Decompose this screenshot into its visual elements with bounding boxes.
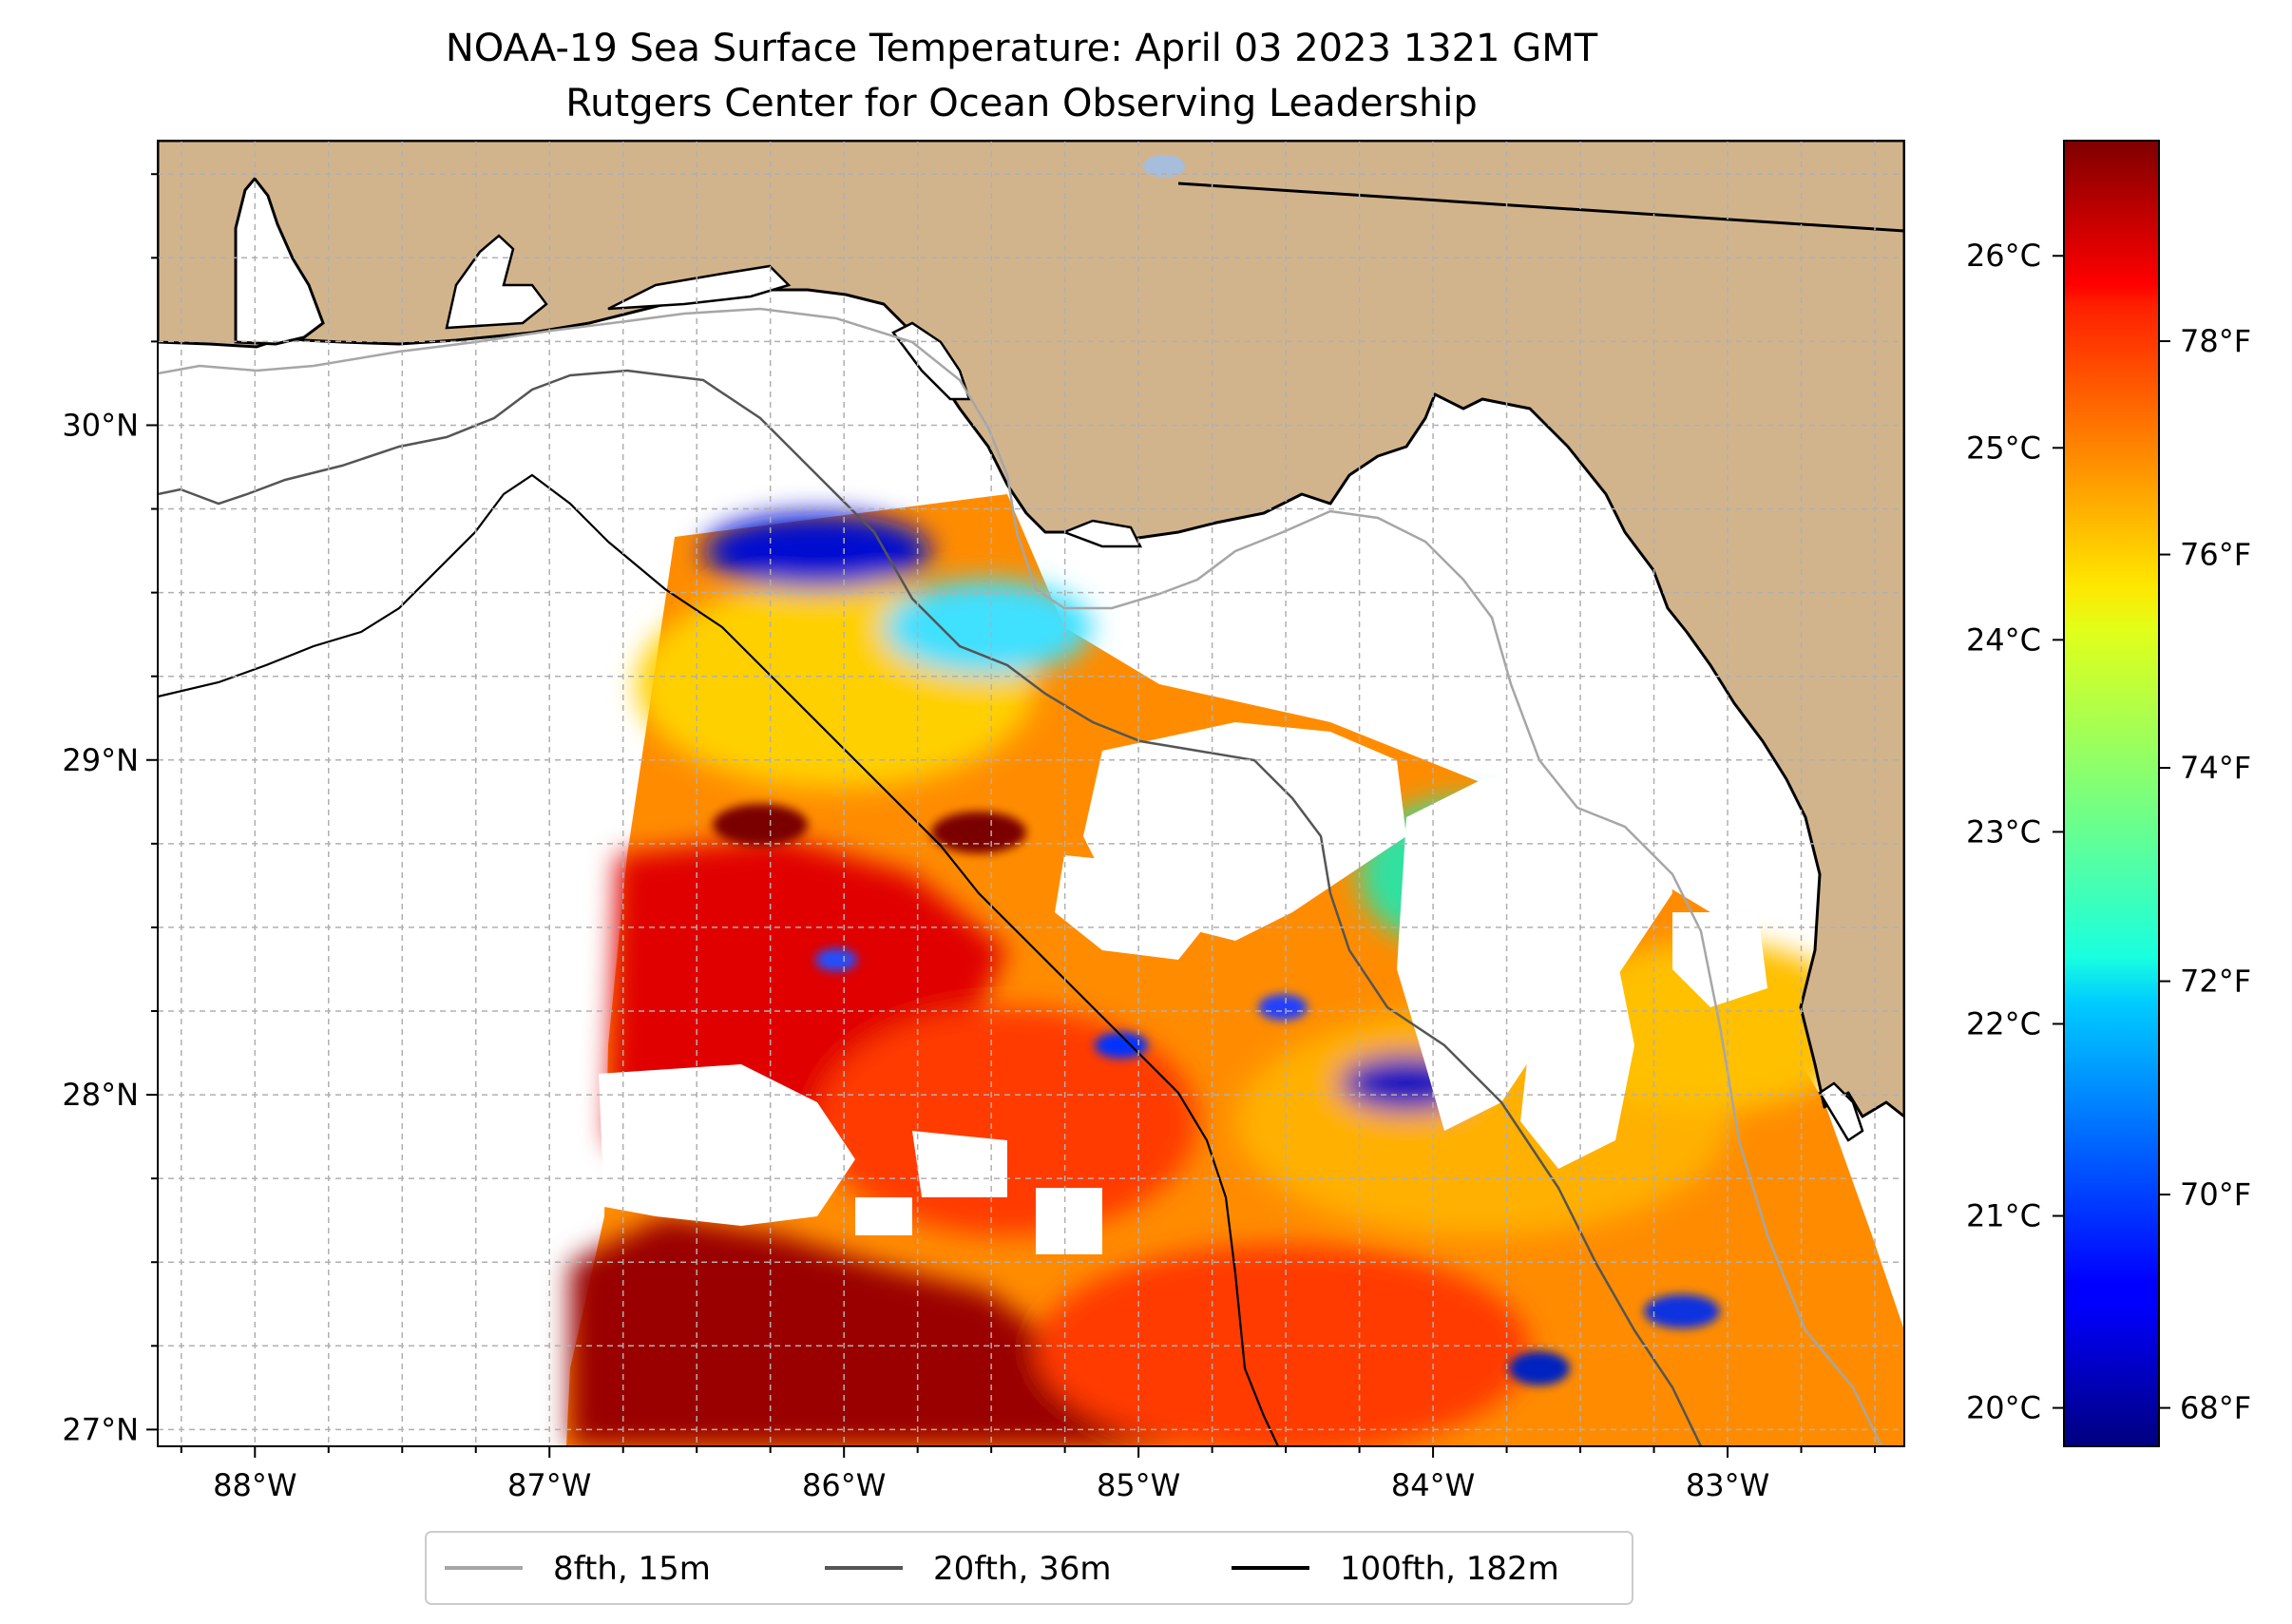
celsius-tick-label: 24°C — [1966, 621, 2041, 658]
isobath-100fth — [158, 473, 1279, 1446]
sst-blue-north — [703, 513, 931, 589]
isobath-8fth — [158, 307, 1883, 1446]
latitude-axis: 27°N 28°N 29°N 30°N — [62, 173, 158, 1447]
sst-cold-spot-3 — [1509, 1351, 1570, 1385]
legend-frame — [425, 1531, 1633, 1605]
celsius-tick-label: 20°C — [1966, 1390, 2041, 1426]
legend-label-20fth: 20fth, 36m — [933, 1550, 1112, 1588]
lon-tick-label: 84°W — [1391, 1467, 1475, 1503]
celsius-tick-label: 23°C — [1966, 813, 2041, 850]
map-panel — [158, 141, 1904, 1446]
longitude-axis: 88°W 87°W 86°W 85°W 84°W 83°W — [180, 1446, 1877, 1503]
sst-warm-southwest — [570, 1216, 1197, 1446]
sst-warm-south — [1036, 1245, 1530, 1446]
choctawhatchee-bay — [607, 264, 792, 311]
sst-cold-spot-4 — [1644, 1294, 1720, 1328]
mobile-bay — [234, 176, 325, 346]
celsius-tick-label: 21°C — [1966, 1198, 2041, 1234]
sst-dark-red-spot-1 — [713, 804, 808, 846]
sst-cold-spot-2 — [1095, 1032, 1148, 1059]
fahrenheit-tick-label: 68°F — [2180, 1390, 2251, 1426]
lat-tick-label: 30°N — [62, 407, 139, 443]
cloud-gap-far-east — [1672, 912, 1767, 1007]
celsius-tick-label: 25°C — [1966, 430, 2041, 466]
celsius-tick-label: 26°C — [1966, 238, 2041, 274]
cloud-gap-west — [599, 1064, 855, 1226]
gridlines — [158, 141, 1904, 1446]
cloud-gap-south-3 — [855, 1197, 912, 1235]
colorbar-celsius-ticks: 20°C 21°C 22°C 23°C 24°C 25°C 26°C — [1966, 238, 2064, 1426]
fahrenheit-tick-label: 74°F — [2180, 750, 2251, 786]
cloud-gap-middle — [1055, 855, 1216, 960]
colorbar — [2063, 140, 2160, 1447]
cloud-gap-south-2 — [912, 1131, 1007, 1197]
lon-tick-label: 86°W — [802, 1467, 886, 1503]
fahrenheit-tick-label: 72°F — [2180, 964, 2251, 1000]
state-boundary-line — [1177, 182, 1904, 233]
cloud-gap-east-main — [1397, 770, 1672, 1131]
cloud-gap-south-1 — [1036, 1188, 1102, 1254]
cloud-gaps — [599, 722, 1824, 1254]
lat-tick-label: 28°N — [62, 1077, 139, 1113]
title-line-2: Rutgers Center for Ocean Observing Leade… — [565, 82, 1478, 125]
lon-tick-label: 87°W — [507, 1467, 591, 1503]
title-line-1: NOAA-19 Sea Surface Temperature: April 0… — [446, 27, 1598, 70]
isobath-legend: 8fth, 15m 20fth, 36m 100fth, 182m — [425, 1531, 1633, 1605]
sst-cyan-northeast — [884, 580, 1093, 675]
legend-label-8fth: 8fth, 15m — [553, 1550, 711, 1588]
celsius-tick-label: 22°C — [1966, 1005, 2041, 1041]
sst-cold-spot-5 — [1258, 994, 1308, 1021]
isobath-20fth — [158, 369, 1703, 1446]
apalachicola-bay — [1060, 519, 1143, 548]
lat-tick-label: 27°N — [62, 1411, 139, 1447]
legend-label-100fth: 100fth, 182m — [1340, 1550, 1559, 1588]
lon-tick-label: 83°W — [1686, 1467, 1769, 1503]
fahrenheit-tick-label: 76°F — [2180, 537, 2251, 573]
fahrenheit-tick-label: 70°F — [2180, 1176, 2251, 1213]
sst-dark-red-spot-2 — [931, 812, 1026, 853]
lon-tick-label: 85°W — [1097, 1467, 1180, 1503]
sst-yellow-east — [1558, 941, 1862, 1112]
colorbar-fahrenheit-ticks: 68°F 70°F 72°F 74°F 76°F 78°F — [2159, 323, 2251, 1426]
lat-tick-label: 29°N — [62, 742, 139, 778]
land-mainland — [158, 141, 1904, 1118]
map-frame — [157, 140, 1905, 1447]
pensacola-bay — [445, 234, 548, 330]
tampa-bay — [1818, 1081, 1864, 1142]
fahrenheit-tick-label: 78°F — [2180, 323, 2251, 359]
lake-seminole — [1143, 155, 1185, 178]
cloud-gap-southeast — [1520, 950, 1634, 1169]
lon-tick-label: 88°W — [213, 1467, 296, 1503]
sst-cold-spot-1 — [815, 948, 857, 971]
